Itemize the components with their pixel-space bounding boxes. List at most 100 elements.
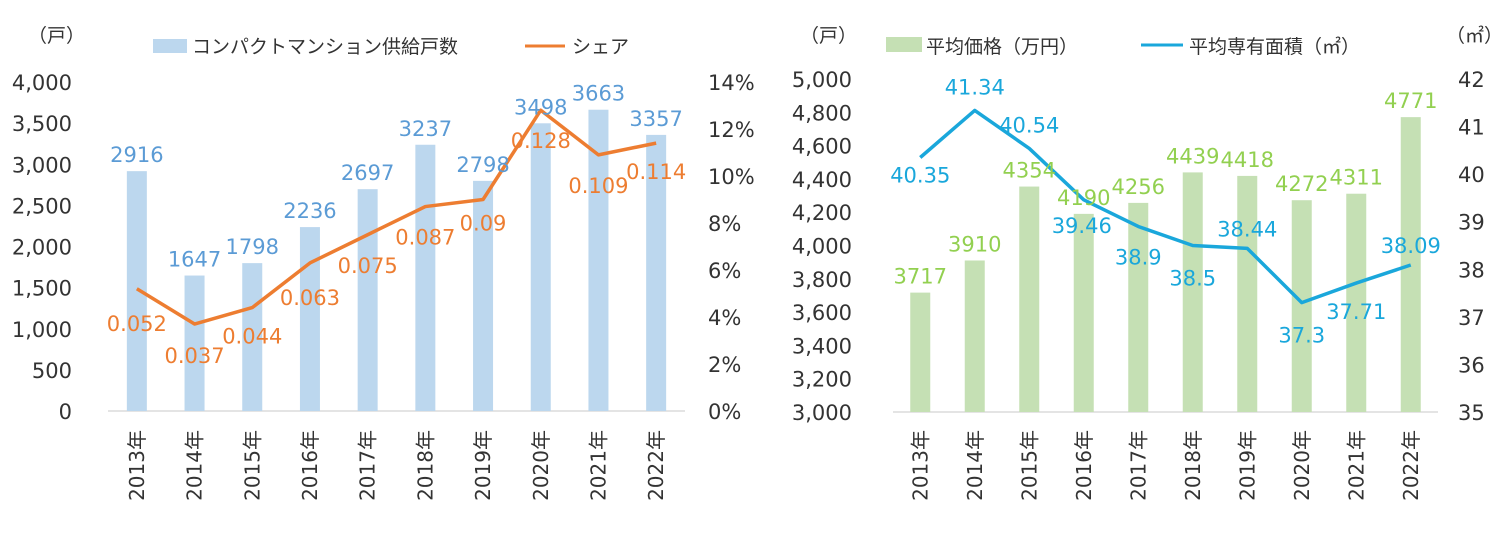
bar-supply bbox=[184, 275, 205, 411]
left-axis-tick: 3,000 bbox=[792, 401, 852, 425]
bar-data-label: 3237 bbox=[399, 117, 452, 141]
price-area-chart: （戸） （㎡） 5,000 4,800 4,600 4,400 4,200 4,000 3,80… bbox=[792, 24, 1503, 501]
line-data-label: 38.09 bbox=[1381, 234, 1441, 258]
x-axis-category: 2020年 bbox=[529, 430, 553, 501]
x-axis-category: 2013年 bbox=[908, 430, 932, 501]
left-axis-tick: 500 bbox=[32, 359, 72, 383]
line-data-label: 40.54 bbox=[999, 113, 1059, 137]
line-data-label: 40.35 bbox=[890, 163, 950, 187]
bar-supply bbox=[357, 189, 378, 411]
line-data-label: 0.087 bbox=[395, 226, 455, 250]
right-axis-tick: 38 bbox=[1458, 258, 1485, 282]
right-axis-tick: 0% bbox=[708, 400, 741, 424]
left-axis-tick: 1,000 bbox=[12, 318, 72, 342]
x-axis-category: 2021年 bbox=[586, 430, 610, 501]
bar-data-label: 4439 bbox=[1166, 144, 1219, 168]
bar-supply bbox=[530, 123, 551, 412]
bar-supply bbox=[588, 109, 609, 411]
left-axis-tick: 2,000 bbox=[12, 236, 72, 260]
x-axis-category: 2017年 bbox=[1126, 430, 1150, 501]
line-data-label: 38.44 bbox=[1217, 217, 1277, 241]
right-axis-tick: 8% bbox=[708, 212, 741, 236]
line-data-label: 38.5 bbox=[1169, 267, 1216, 291]
x-axis-category: 2013年 bbox=[125, 430, 149, 501]
line-data-label: 0.128 bbox=[511, 129, 571, 153]
line-data-label: 0.037 bbox=[164, 344, 224, 368]
bar-data-label: 3357 bbox=[629, 107, 682, 131]
right-axis-tick: 39 bbox=[1458, 211, 1485, 235]
bar-data-label: 4771 bbox=[1384, 89, 1437, 113]
bar-price bbox=[1182, 172, 1203, 412]
bar-data-label: 4272 bbox=[1275, 172, 1328, 196]
left-axis-unit: （戸） bbox=[800, 25, 857, 47]
right-axis-unit: （㎡） bbox=[1446, 24, 1503, 47]
bar-data-label: 4311 bbox=[1330, 166, 1383, 190]
right-axis-tick: 10% bbox=[708, 165, 755, 189]
legend-label-bar: コンパクトマンション供給戸数 bbox=[192, 36, 458, 58]
left-axis-tick: 3,800 bbox=[792, 268, 852, 292]
right-axis-tick: 6% bbox=[708, 259, 741, 283]
line-data-label: 0.044 bbox=[222, 325, 282, 349]
left-axis-tick: 4,000 bbox=[12, 71, 72, 95]
x-axis-category: 2017年 bbox=[356, 430, 380, 501]
bar-price bbox=[1346, 193, 1367, 412]
share-line bbox=[135, 108, 657, 326]
right-axis-tick: 4% bbox=[708, 306, 741, 330]
x-axis-category: 2021年 bbox=[1344, 430, 1368, 501]
x-axis-category: 2019年 bbox=[471, 430, 495, 501]
line-data-label: 41.34 bbox=[945, 75, 1005, 99]
bar-price bbox=[1237, 175, 1258, 412]
left-axis-tick: 3,400 bbox=[792, 334, 852, 358]
legend-label-bar: 平均価格（万円） bbox=[926, 36, 1078, 58]
x-axis-category: 2020年 bbox=[1290, 430, 1314, 501]
x-axis-category: 2015年 bbox=[240, 430, 264, 501]
line-data-label: 0.052 bbox=[107, 312, 167, 336]
left-axis-tick: 4,000 bbox=[792, 235, 852, 259]
line-data-label: 0.063 bbox=[280, 286, 340, 310]
bar-data-label: 4256 bbox=[1112, 175, 1165, 199]
bar-data-label: 2798 bbox=[456, 153, 509, 177]
bar-supply bbox=[646, 134, 667, 411]
x-axis-category: 2016年 bbox=[1072, 430, 1096, 501]
line-data-label: 0.109 bbox=[568, 174, 628, 198]
left-axis-tick: 3,000 bbox=[12, 153, 72, 177]
line-data-label: 0.114 bbox=[626, 160, 686, 184]
x-axis-category: 2019年 bbox=[1235, 430, 1259, 501]
x-axis-category: 2014年 bbox=[963, 430, 987, 501]
right-axis-tick: 36 bbox=[1458, 353, 1485, 377]
line-data-label: 0.075 bbox=[338, 254, 398, 278]
legend-label-line: シェア bbox=[572, 36, 629, 58]
bar-data-label: 2236 bbox=[283, 199, 336, 223]
left-axis-tick: 3,600 bbox=[792, 301, 852, 325]
right-axis-tick: 12% bbox=[708, 118, 755, 142]
bar-price bbox=[1128, 202, 1149, 412]
right-axis-tick: 37 bbox=[1458, 306, 1485, 330]
left-axis-tick: 4,400 bbox=[792, 168, 852, 192]
bar-data-label: 2916 bbox=[110, 143, 163, 167]
bar-supply bbox=[299, 227, 320, 411]
x-axis-category: 2016年 bbox=[298, 430, 322, 501]
x-axis-category: 2015年 bbox=[1017, 430, 1041, 501]
right-axis-tick: 40 bbox=[1458, 163, 1485, 187]
line-data-label: 39.46 bbox=[1052, 214, 1112, 238]
line-data-label: 0.09 bbox=[460, 212, 507, 236]
line-data-label: 37.3 bbox=[1278, 324, 1325, 348]
line-data-label: 37.71 bbox=[1326, 300, 1386, 324]
left-axis-tick: 4,600 bbox=[792, 135, 852, 159]
left-axis-tick: 5,000 bbox=[792, 68, 852, 92]
legend-label-line: 平均専有面積（㎡） bbox=[1189, 35, 1360, 58]
bar-price bbox=[1073, 213, 1094, 412]
bar-data-label: 1647 bbox=[168, 248, 221, 272]
right-axis-tick: 41 bbox=[1458, 116, 1485, 140]
x-axis-category: 2014年 bbox=[183, 430, 207, 501]
x-axis-category: 2022年 bbox=[1399, 430, 1423, 501]
left-axis-tick: 4,800 bbox=[792, 101, 852, 125]
bar-data-label: 3910 bbox=[948, 232, 1001, 256]
bar-price bbox=[1291, 200, 1312, 412]
bar-data-label: 1798 bbox=[226, 235, 279, 259]
bar-data-label: 3717 bbox=[894, 265, 947, 289]
x-axis-category: 2022年 bbox=[644, 430, 668, 501]
right-axis-tick: 2% bbox=[708, 353, 741, 377]
bar-supply bbox=[415, 144, 436, 411]
